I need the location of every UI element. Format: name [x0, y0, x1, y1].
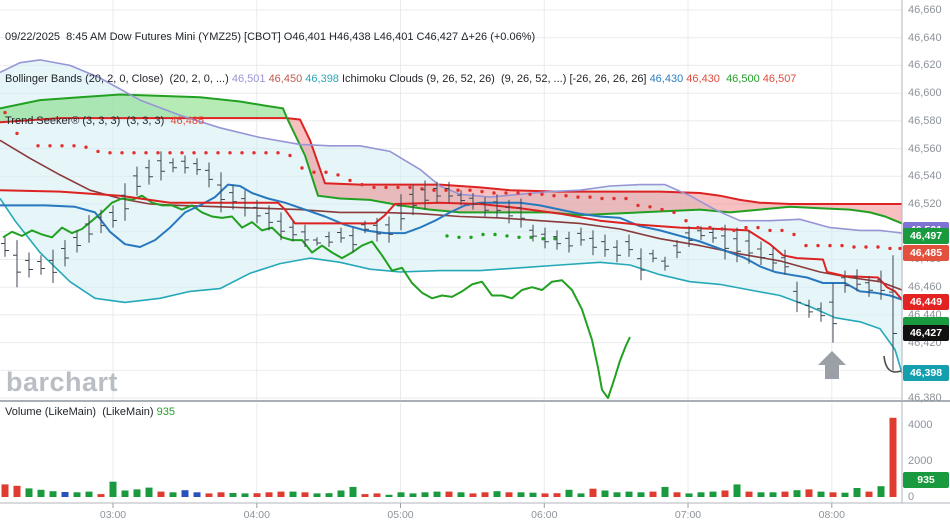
- time-axis-label: 03:00: [99, 509, 127, 521]
- time-axis-label: 04:00: [243, 509, 270, 521]
- trend-seeker-label: Trend Seeker® (3, 3, 3) (3, 3, 3): [5, 115, 171, 127]
- trend-seeker-legend-line: Trend Seeker® (3, 3, 3) (3, 3, 3) 46,485: [5, 114, 796, 128]
- ichimoku-senkou-b-value: 46,507: [762, 73, 797, 85]
- symbol-summary-text: 09/22/2025 8:45 AM Dow Futures Mini (YMZ…: [5, 31, 536, 43]
- volume-legend-label: Volume (LikeMain) (LikeMain): [5, 406, 157, 418]
- bollinger-upper-value: 46,501: [231, 73, 266, 85]
- volume-legend-value: 935: [156, 406, 175, 418]
- ichimoku-senkou-a-value: 46,500: [726, 73, 760, 85]
- indicator-legend-line: Bollinger Bands (20, 2, 0, Close) (20, 2…: [5, 72, 796, 86]
- price-axis-label: 46,580: [908, 114, 942, 127]
- ichimoku-tenkan-value: 46,430: [649, 73, 684, 85]
- price-badge: 46,398: [903, 365, 949, 382]
- barchart-logo: barchart: [6, 367, 119, 397]
- volume-axis-label: 4000: [908, 419, 933, 431]
- time-axis-label: 06:00: [531, 509, 558, 521]
- trend-seeker-value: 46,485: [170, 115, 205, 127]
- symbol-summary-line: 09/22/2025 8:45 AM Dow Futures Mini (YMZ…: [5, 30, 796, 44]
- time-axis-label: 08:00: [818, 509, 845, 521]
- bollinger-label: Bollinger Bands (20, 2, 0, Close) (20, 2…: [5, 73, 232, 85]
- volume-legend: Volume (LikeMain) (LikeMain) 935: [5, 406, 175, 418]
- price-badge: 46,497: [903, 227, 949, 244]
- price-axis-label: 46,620: [908, 59, 942, 72]
- ichimoku-kijun-value: 46,430: [686, 73, 720, 85]
- price-axis-label: 46,540: [908, 170, 942, 183]
- price-axis-label: 46,660: [908, 4, 942, 16]
- last-bar-hook: [883, 355, 902, 373]
- time-axis-label: 07:00: [674, 509, 702, 521]
- price-axis-label: 46,640: [908, 31, 942, 44]
- chart-legend: 09/22/2025 8:45 AM Dow Futures Mini (YMZ…: [5, 2, 796, 156]
- volume-axis-label: 0: [908, 491, 915, 503]
- ichimoku-label: Ichimoku Clouds (9, 26, 52, 26) (9, 26, …: [338, 73, 650, 85]
- time-axis[interactable]: 03:00 04:00 05:00 06:00 07:00 08:00: [0, 504, 950, 528]
- price-axis-label: 46,600: [908, 87, 942, 100]
- time-axis-label: 05:00: [387, 509, 414, 521]
- price-axis-label: 46,560: [908, 142, 942, 155]
- price-axis-label: 46,380: [908, 392, 942, 405]
- volume-badge: 935: [903, 472, 949, 489]
- price-badge: 46,485: [903, 244, 949, 261]
- bollinger-lower-value: 46,398: [305, 73, 339, 85]
- price-axis[interactable]: 46,660 46,640 46,620 46,600 46,580 46,560 46,5…: [902, 0, 950, 503]
- bollinger-middle-value: 46,450: [268, 73, 303, 85]
- price-badge: 46,427: [903, 324, 949, 341]
- up-arrow-annotation: [818, 351, 846, 379]
- price-axis-label: 46,460: [908, 281, 942, 294]
- volume-axis-label: 2000: [908, 455, 933, 467]
- price-axis-label: 46,520: [908, 198, 942, 211]
- price-badge: 46,449: [903, 294, 949, 311]
